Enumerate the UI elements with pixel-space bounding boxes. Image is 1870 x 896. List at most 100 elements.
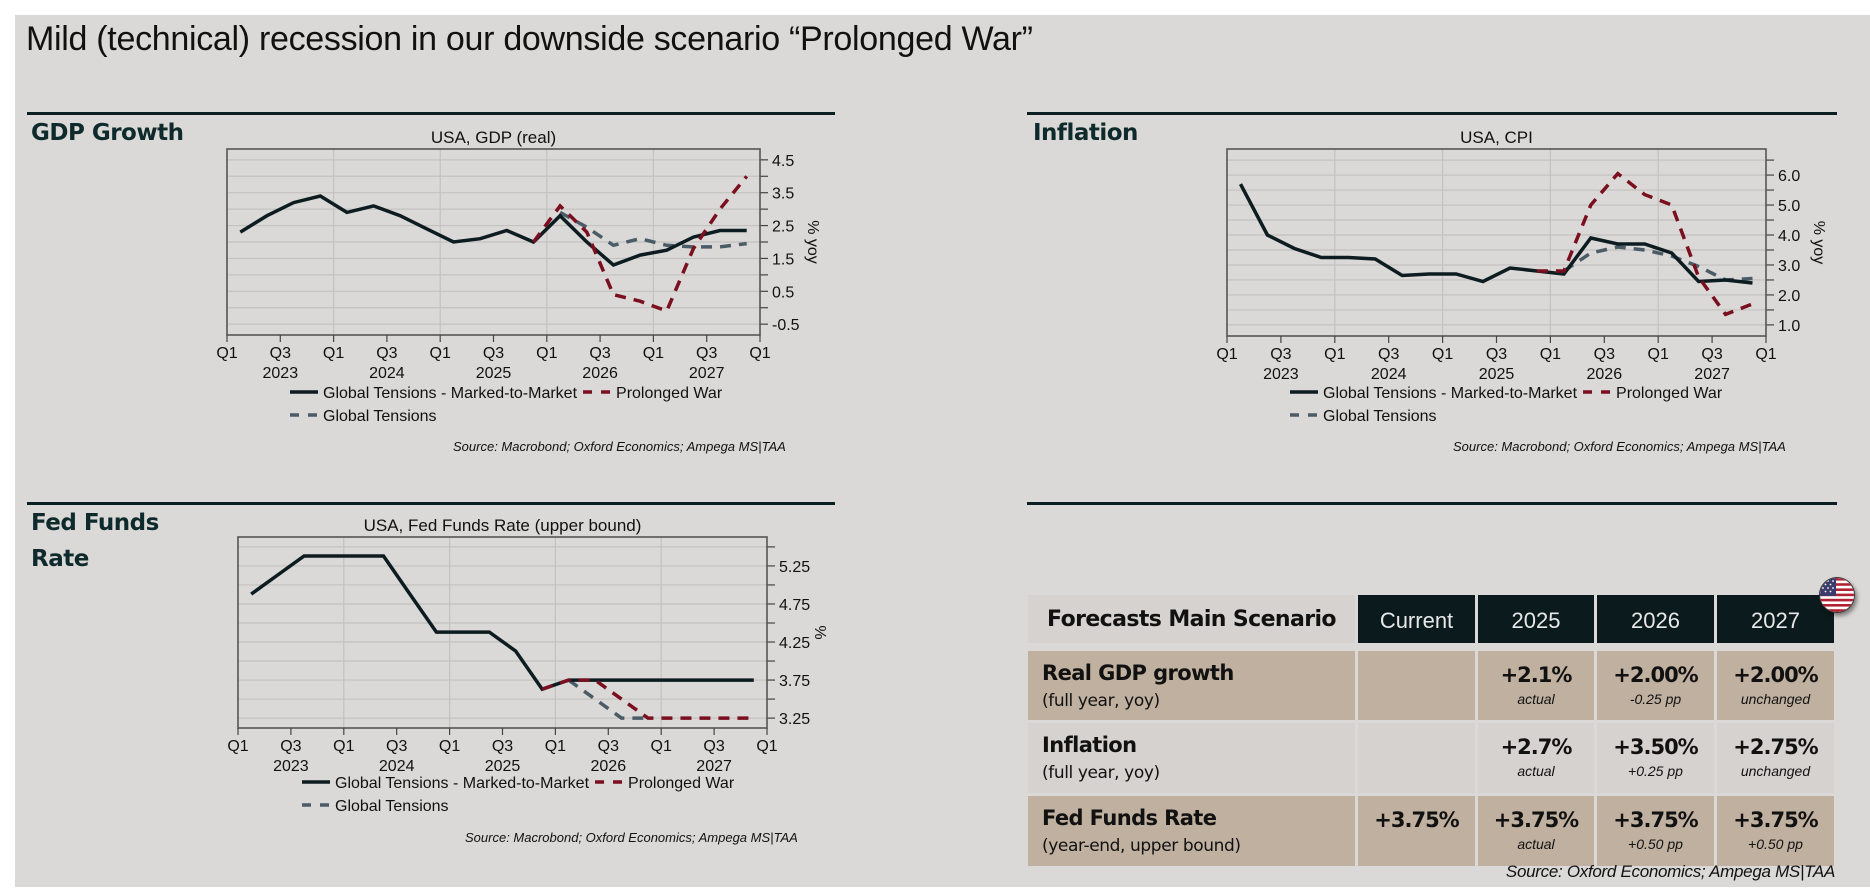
x-tick-label: Q3 xyxy=(1486,346,1507,363)
y-tick-label: -0.5 xyxy=(772,317,800,334)
y-tick-label: 3.75 xyxy=(779,673,810,690)
row-sublabel: (full year, yoy) xyxy=(1042,763,1160,783)
legend-label: Prolonged War xyxy=(628,775,735,792)
series-line-global-tensions xyxy=(1562,245,1753,282)
us-flag-icon xyxy=(1819,577,1855,613)
cell-value: +2.7% xyxy=(1500,735,1573,759)
x-tick-label: Q3 xyxy=(589,345,610,362)
x-tick-label: Q3 xyxy=(376,345,397,362)
section-label-fed: Fed Funds Rate xyxy=(31,510,159,572)
legend-label: Global Tensions - Marked-to-Market xyxy=(335,775,590,792)
y-tick-label: 5.25 xyxy=(779,559,810,576)
y-tick-label: 3.5 xyxy=(772,186,794,203)
x-year-label: 2024 xyxy=(1371,366,1407,383)
table-cell: +3.75% xyxy=(1358,796,1475,866)
x-tick-label: Q3 xyxy=(280,738,301,755)
series-line-global-tensions-marked-to-market xyxy=(250,554,754,692)
table-cell: +2.1% actual xyxy=(1478,651,1594,720)
series-line-prolonged-war xyxy=(532,175,749,314)
x-tick-label: Q3 xyxy=(492,738,513,755)
table-cell xyxy=(1358,651,1475,720)
table-cell: +2.00% -0.25 pp xyxy=(1597,651,1714,720)
table-row-label: Real GDP growth (full year, yoy) xyxy=(1028,651,1355,720)
legend-label: Global Tensions xyxy=(323,408,437,425)
x-tick-label: Q1 xyxy=(749,345,770,362)
y-axis-label: % yoy xyxy=(804,220,821,264)
series-line-prolonged-war xyxy=(1536,171,1754,317)
x-tick-label: Q3 xyxy=(386,738,407,755)
legend-label: Global Tensions - Marked-to-Market xyxy=(1323,385,1578,402)
x-tick-label: Q3 xyxy=(1701,346,1722,363)
x-year-label: 2023 xyxy=(273,758,309,775)
y-tick-label: 4.25 xyxy=(779,635,810,652)
x-tick-label: Q1 xyxy=(1540,346,1561,363)
y-tick-label: 5.0 xyxy=(1778,198,1800,215)
table-cell: +3.75% +0.50 pp xyxy=(1717,796,1834,866)
x-tick-label: Q1 xyxy=(333,738,354,755)
y-tick-label: 4.0 xyxy=(1778,228,1800,245)
x-tick-label: Q1 xyxy=(756,738,777,755)
series-line-global-tensions xyxy=(559,210,747,249)
legend-label: Global Tensions xyxy=(335,798,449,815)
cell-value: +2.00% xyxy=(1613,663,1698,687)
series-line-global-tensions-marked-to-market xyxy=(1238,183,1753,285)
y-tick-label: 0.5 xyxy=(772,284,794,301)
y-tick-label: 4.5 xyxy=(772,153,794,170)
cell-note: +0.25 pp xyxy=(1628,763,1683,779)
table-corner-header: Forecasts Main Scenario xyxy=(1028,595,1355,643)
x-tick-label: Q1 xyxy=(227,738,248,755)
x-tick-label: Q3 xyxy=(696,345,717,362)
cpi-chart-source: Source: Macrobond; Oxford Economics; Amp… xyxy=(1453,439,1786,454)
cell-note: -0.25 pp xyxy=(1629,691,1682,707)
legend-label: Prolonged War xyxy=(616,385,723,402)
x-year-label: 2025 xyxy=(476,365,512,382)
section-label-inflation: Inflation xyxy=(1033,120,1138,146)
y-tick-label: 2.0 xyxy=(1778,288,1800,305)
x-tick-label: Q3 xyxy=(270,345,291,362)
x-year-label: 2027 xyxy=(696,758,732,775)
x-tick-label: Q1 xyxy=(430,345,451,362)
cell-note: actual xyxy=(1517,763,1555,779)
cell-value: +3.50% xyxy=(1613,735,1698,759)
x-tick-label: Q1 xyxy=(1324,346,1345,363)
divider-table xyxy=(1027,502,1837,505)
x-year-label: 2024 xyxy=(369,365,405,382)
table-source: Source: Oxford Economics; Ampega MS|TAA xyxy=(1505,862,1835,881)
gdp-chart-source: Source: Macrobond; Oxford Economics; Amp… xyxy=(453,439,786,454)
x-tick-label: Q3 xyxy=(703,738,724,755)
cell-value: +3.75% xyxy=(1493,808,1579,832)
legend-label: Global Tensions xyxy=(1323,408,1437,425)
row-label: Inflation xyxy=(1042,733,1137,757)
legend-label: Prolonged War xyxy=(1616,385,1723,402)
x-tick-label: Q3 xyxy=(1594,346,1615,363)
x-tick-label: Q3 xyxy=(483,345,504,362)
y-tick-label: 6.0 xyxy=(1778,168,1800,185)
x-tick-label: Q3 xyxy=(1378,346,1399,363)
x-year-label: 2025 xyxy=(1479,366,1515,383)
x-tick-label: Q3 xyxy=(1270,346,1291,363)
divider-fed xyxy=(27,502,835,505)
table-col-header: Current xyxy=(1358,595,1475,643)
cell-value: +3.75% xyxy=(1374,808,1459,832)
cell-value: +2.00% xyxy=(1733,663,1818,687)
cell-note: actual xyxy=(1517,691,1555,707)
fed-chart-source: Source: Macrobond; Oxford Economics; Amp… xyxy=(465,830,798,845)
cell-note: +0.50 pp xyxy=(1748,836,1803,852)
x-tick-label: Q1 xyxy=(545,738,566,755)
x-year-label: 2025 xyxy=(485,758,521,775)
table-cell: +3.75% +0.50 pp xyxy=(1597,796,1714,866)
x-year-label: 2026 xyxy=(582,365,618,382)
divider-inflation xyxy=(1027,112,1837,115)
y-tick-label: 2.5 xyxy=(772,219,794,236)
row-label: Real GDP growth xyxy=(1042,661,1234,685)
row-label: Fed Funds Rate xyxy=(1042,806,1217,830)
x-tick-label: Q1 xyxy=(536,345,557,362)
x-year-label: 2023 xyxy=(263,365,299,382)
x-tick-label: Q1 xyxy=(1755,346,1776,363)
cell-value: +2.75% xyxy=(1733,735,1818,759)
table-cell xyxy=(1358,723,1475,793)
table-col-header: 2025 xyxy=(1478,595,1594,643)
table-cell: +2.75% unchanged xyxy=(1717,723,1834,793)
x-year-label: 2023 xyxy=(1263,366,1299,383)
